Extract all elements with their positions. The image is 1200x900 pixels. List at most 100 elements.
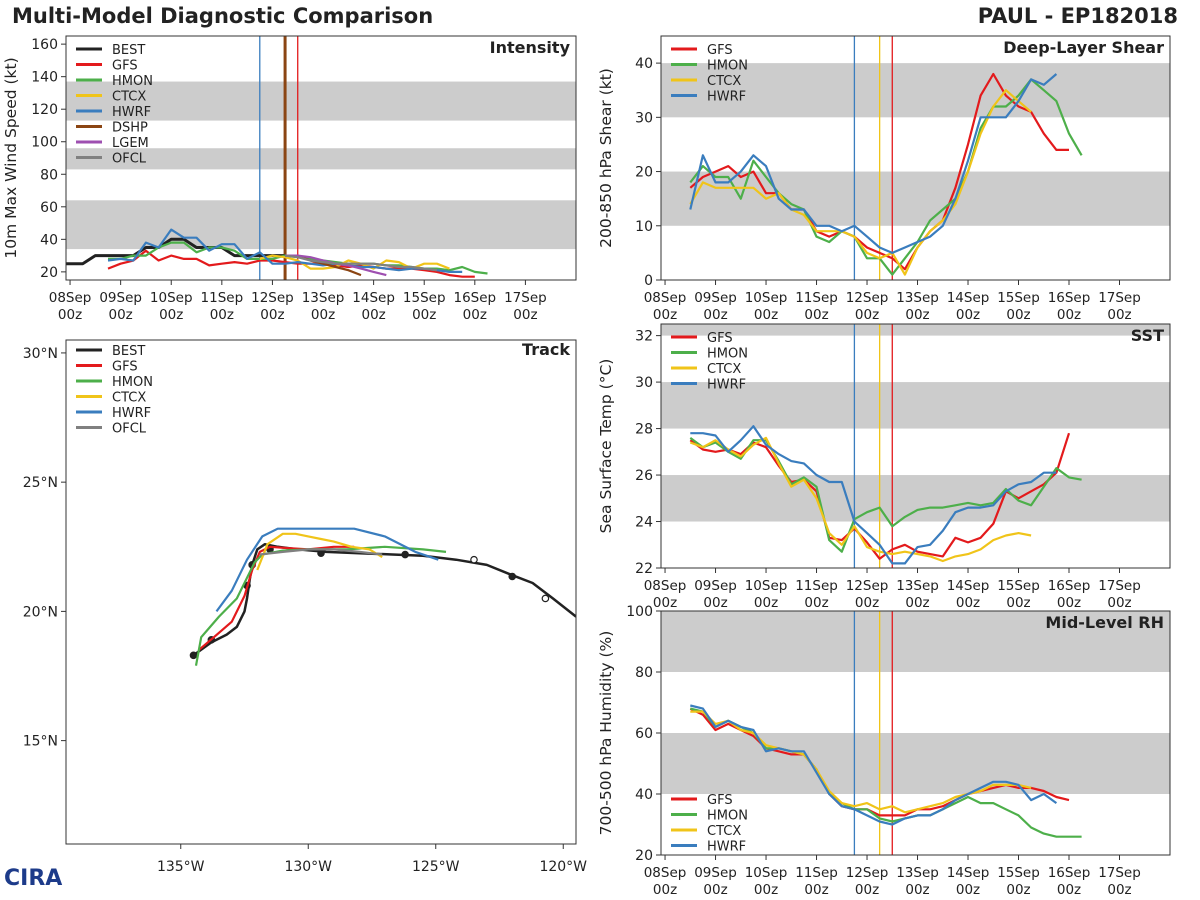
y-tick-label: 22 bbox=[635, 561, 653, 577]
track-line-gfs bbox=[197, 545, 355, 652]
x-tick-label-hour: 00z bbox=[653, 595, 677, 611]
y-tick-label: 15°N bbox=[23, 734, 58, 750]
x-tick-label-date: 17Sep bbox=[1098, 865, 1141, 881]
series-line-hmon bbox=[689, 78, 1083, 276]
axes-frame bbox=[65, 35, 577, 281]
y-tick-label: 20 bbox=[40, 265, 58, 281]
series-line-hwrf bbox=[689, 73, 1058, 254]
x-tick-label-hour: 00z bbox=[905, 307, 929, 323]
legend-label: HMON bbox=[112, 74, 153, 89]
legend-label: HMON bbox=[707, 59, 748, 74]
y-tick-label: 0 bbox=[644, 273, 653, 289]
legend-label: HWRF bbox=[112, 406, 151, 421]
x-tick-label-date: 08Sep bbox=[644, 865, 687, 881]
panel-rh: 2040608010008Sep00z09Sep00z10Sep00z11Sep… bbox=[597, 604, 1171, 898]
y-tick-label: 20 bbox=[635, 165, 653, 181]
cira-logo-text: CIRA bbox=[4, 866, 63, 891]
x-tick-label-date: 08Sep bbox=[644, 290, 687, 306]
y-tick-label: 100 bbox=[31, 135, 58, 151]
x-tick-label-hour: 00z bbox=[653, 307, 677, 323]
y-tick-label: 100 bbox=[626, 604, 653, 620]
legend-label: LGEM bbox=[112, 136, 149, 151]
series-group bbox=[689, 72, 1083, 276]
series-line-hwrf bbox=[690, 425, 1057, 565]
panel-intensity: 2040608010012014016008Sep00z09Sep00z10Se… bbox=[2, 35, 577, 323]
y-axis-label: Sea Surface Temp (°C) bbox=[597, 359, 615, 534]
x-tick-label-hour: 00z bbox=[703, 882, 727, 898]
x-tick-label-date: 16Sep bbox=[1048, 578, 1091, 594]
legend-label: GFS bbox=[707, 331, 733, 346]
legend-label: CTCX bbox=[112, 391, 146, 406]
x-tick-label-hour: 00z bbox=[804, 882, 828, 898]
x-tick-label-date: 09Sep bbox=[99, 290, 142, 306]
track-line-hwrf bbox=[215, 527, 439, 613]
legend-label: HWRF bbox=[707, 840, 746, 855]
y-tick-label: 60 bbox=[40, 200, 58, 216]
series-line-ctcx bbox=[690, 710, 1032, 814]
x-tick-label-hour: 00z bbox=[956, 882, 980, 898]
y-tick-label: 120 bbox=[31, 102, 58, 118]
track-position-marker bbox=[508, 572, 517, 581]
legend-label: CTCX bbox=[707, 74, 741, 89]
track-line-hmon bbox=[194, 545, 447, 666]
y-tick-label: 25°N bbox=[23, 475, 58, 491]
x-tick-label-hour: 00z bbox=[311, 307, 335, 323]
x-tick-label-date: 13Sep bbox=[896, 578, 939, 594]
x-tick-label-hour: 00z bbox=[905, 882, 929, 898]
series-line-best bbox=[66, 237, 286, 266]
series-line-ctcx bbox=[259, 254, 450, 270]
x-tick-label-date: 14Sep bbox=[947, 290, 990, 306]
y-tick-label: 30 bbox=[635, 375, 653, 391]
x-tick-label-date: 11Sep bbox=[795, 578, 838, 594]
track-position-marker bbox=[189, 651, 198, 660]
series-line-ofcl bbox=[284, 254, 438, 272]
legend-label: HWRF bbox=[707, 90, 746, 105]
x-tick-label-hour: 00z bbox=[1006, 882, 1030, 898]
series-group bbox=[689, 704, 1082, 838]
x-tick-label-date: 17Sep bbox=[1098, 578, 1141, 594]
x-tick-label-date: 15Sep bbox=[997, 865, 1040, 881]
track-series-group bbox=[189, 527, 576, 666]
x-tick-label-hour: 00z bbox=[804, 595, 828, 611]
series-line-ctcx bbox=[689, 89, 1032, 276]
shade-band bbox=[661, 611, 1170, 672]
legend-label: HMON bbox=[707, 809, 748, 824]
shade-band bbox=[661, 475, 1170, 522]
legend-label: OFCL bbox=[112, 422, 147, 437]
x-tick-label-date: 09Sep bbox=[694, 290, 737, 306]
y-tick-label: 24 bbox=[635, 515, 653, 531]
x-tick-label: 120°W bbox=[539, 859, 587, 875]
y-axis-label: 700-500 hPa Humidity (%) bbox=[597, 631, 615, 836]
y-tick-label: 40 bbox=[40, 232, 58, 248]
y-tick-label: 160 bbox=[31, 37, 58, 53]
panel-title: Mid-Level RH bbox=[1045, 613, 1164, 632]
track-position-marker bbox=[541, 594, 550, 603]
series-line-hwrf bbox=[690, 704, 1058, 826]
x-tick-label-hour: 00z bbox=[855, 307, 879, 323]
x-tick-label-hour: 00z bbox=[905, 595, 929, 611]
cira-logo: CIRA bbox=[4, 866, 62, 891]
y-tick-label: 80 bbox=[635, 665, 653, 681]
y-tick-label: 10 bbox=[635, 219, 653, 235]
legend-label: BEST bbox=[112, 344, 145, 359]
x-tick-label-date: 12Sep bbox=[251, 290, 294, 306]
x-tick-label-hour: 00z bbox=[1057, 595, 1081, 611]
shade-band bbox=[66, 81, 576, 121]
x-tick-label-hour: 00z bbox=[412, 307, 436, 323]
y-tick-label: 30 bbox=[635, 110, 653, 126]
x-tick-label-date: 12Sep bbox=[846, 290, 889, 306]
x-tick-label-hour: 00z bbox=[1006, 307, 1030, 323]
x-tick-label-date: 13Sep bbox=[896, 865, 939, 881]
x-tick-label-hour: 00z bbox=[361, 307, 385, 323]
x-tick-label-hour: 00z bbox=[956, 595, 980, 611]
x-tick-label-date: 17Sep bbox=[1098, 290, 1141, 306]
x-tick-label-hour: 00z bbox=[754, 882, 778, 898]
series-line-hmon bbox=[689, 437, 1082, 553]
x-tick-label-date: 11Sep bbox=[795, 290, 838, 306]
legend-label: HWRF bbox=[112, 105, 151, 120]
x-tick-label-date: 10Sep bbox=[745, 578, 788, 594]
x-tick-label: 135°W bbox=[157, 859, 205, 875]
x-tick-label-hour: 00z bbox=[260, 307, 284, 323]
x-tick-label-date: 15Sep bbox=[997, 290, 1040, 306]
legend-label: OFCL bbox=[112, 152, 147, 167]
